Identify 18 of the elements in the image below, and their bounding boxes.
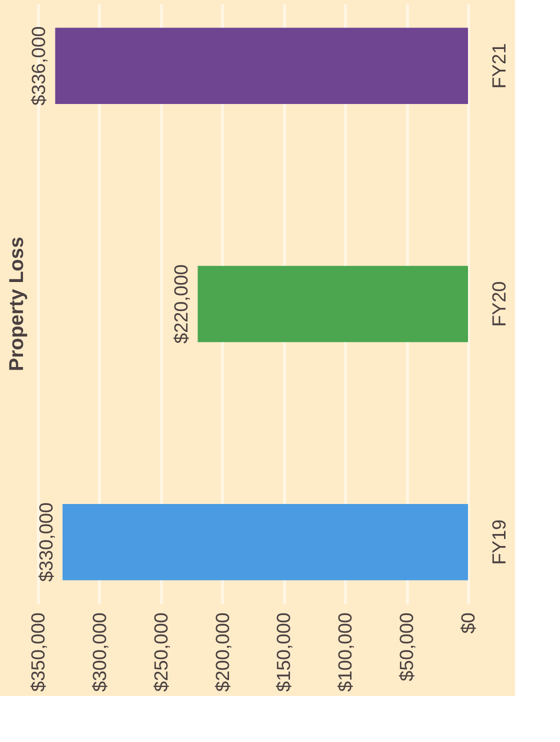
x-tick-label: $350,000 [28,612,50,692]
bar [55,28,468,104]
y-tick-label: FY21 [490,43,510,89]
data-label: $330,000 [36,502,58,582]
data-label: $220,000 [172,264,193,344]
x-tick-label: $150,000 [274,612,296,692]
data-label: $336,000 [29,26,50,106]
x-tick-label: $100,000 [336,612,357,692]
y-tick-label: FY20 [490,281,510,327]
x-tick-label: $250,000 [151,612,172,692]
text: Property Loss [6,236,28,372]
x-tick-label: $0 [458,612,480,634]
x-tick-label: $50,000 [397,612,418,682]
x-tick-label: $300,000 [90,612,111,692]
x-tick-label: $200,000 [212,612,234,692]
bar [62,504,468,580]
bar [198,266,468,342]
y-tick-label: FY19 [490,519,510,565]
